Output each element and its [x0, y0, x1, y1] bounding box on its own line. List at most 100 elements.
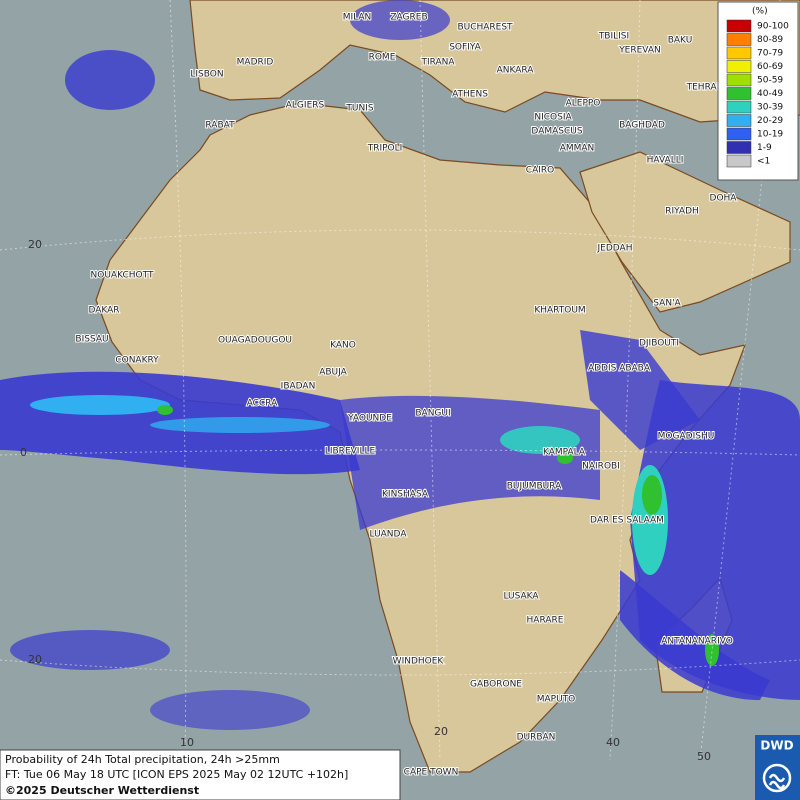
legend-label: <1: [757, 157, 770, 167]
lon-label: 10: [180, 736, 194, 749]
legend-swatch: [726, 60, 752, 73]
city-label: ABUJA: [319, 368, 347, 378]
city-label: BANGUI: [415, 409, 450, 419]
city-label: DAR ES SALAAM: [590, 516, 664, 526]
city-label: IBADAN: [281, 382, 316, 392]
city-label: BUJUMBURA: [507, 482, 562, 492]
city-label: BISSAU: [75, 335, 108, 345]
lat-label: 20: [28, 238, 42, 251]
lon-label: 40: [606, 736, 620, 749]
legend-label: 1-9: [757, 143, 772, 153]
city-label: WINDHOEK: [393, 657, 445, 667]
legend-label: 30-39: [757, 103, 783, 113]
city-label: TBILISI: [598, 32, 629, 42]
city-label: LUSAKA: [503, 592, 539, 602]
city-label: HAVALLI: [647, 156, 684, 166]
precip-area: [620, 570, 770, 700]
city-label: OUAGADOUGOU: [218, 336, 292, 346]
city-label: MADRID: [237, 58, 274, 68]
city-label: GABORONE: [470, 680, 522, 690]
legend-label: 40-49: [757, 89, 783, 99]
city-label: NICOSIA: [534, 113, 572, 123]
legend-label: 50-59: [757, 76, 783, 86]
city-label: CAPE TOWN: [404, 768, 459, 778]
lon-label: 50: [697, 750, 711, 763]
logo-wave: [768, 780, 786, 790]
legend-swatch: [726, 46, 752, 60]
logo-icon: [762, 763, 792, 793]
legend-swatch: [726, 19, 752, 33]
city-label: DAMASCUS: [531, 127, 582, 137]
precip-area: [157, 405, 173, 415]
legend-swatch: [726, 154, 752, 168]
city-labels: MILAN ZAGREB BUCHAREST TBILISI BAKU SOFIYA ROM…: [74, 12, 738, 779]
info-box: [0, 749, 401, 800]
lat-label: 0: [20, 446, 27, 459]
city-label: BAGHDAD: [619, 121, 665, 131]
city-label: CONAKRY: [115, 356, 159, 366]
logo-ring: [762, 763, 792, 793]
precip-area: [350, 0, 450, 40]
graticule-line: [0, 659, 800, 676]
europe-asia: [189, 0, 800, 123]
city-label: SOFIYA: [449, 43, 481, 53]
city-label: ADDIS ABABA: [588, 364, 651, 374]
info-copyright: ©2025 Deutscher Wetterdienst: [5, 784, 199, 797]
graticule-line: [0, 449, 800, 456]
city-label: KAMPALA: [543, 448, 586, 458]
precip-area: [150, 690, 310, 730]
city-label: AMMAN: [560, 144, 595, 154]
precip-area: [150, 417, 330, 433]
precip-area: [557, 452, 573, 464]
city-label: ZAGREB: [390, 13, 427, 23]
legend-swatch: [726, 100, 752, 114]
city-label: ALGIERS: [286, 101, 325, 111]
city-label: JEDDAH: [597, 244, 633, 254]
logo-text: DWD: [760, 739, 793, 753]
city-label: BUCHAREST: [457, 23, 513, 33]
legend-swatch: [726, 87, 752, 100]
legend-swatch: [726, 73, 752, 87]
legend-label: 20-29: [757, 116, 783, 126]
info-title: Probability of 24h Total precipitation, …: [5, 753, 280, 766]
city-label: DAKAR: [88, 306, 119, 316]
city-label: DJIBOUTI: [639, 339, 679, 349]
city-label: CAIRO: [526, 166, 554, 176]
city-label: ANTANANARIVO: [661, 637, 733, 647]
city-label: ANKARA: [497, 66, 535, 76]
precip-area: [30, 395, 170, 415]
graticule: [0, 0, 800, 761]
precip-area: [500, 426, 580, 454]
info-forecast: FT: Tue 06 May 18 UTC [ICON EPS 2025 May…: [5, 768, 348, 781]
graticule-line: [0, 229, 800, 251]
city-label: TIRANA: [420, 58, 455, 68]
arabia: [579, 151, 791, 313]
precipitation: [0, 0, 800, 730]
city-label: MOGADISHU: [658, 432, 715, 442]
legend-label: 10-19: [757, 130, 783, 140]
legend-label: 60-69: [757, 62, 783, 72]
graticule-line: [169, 0, 187, 761]
city-label: NAIROBI: [582, 462, 620, 472]
legend-unit: (%): [752, 7, 768, 17]
graticule-line: [419, 0, 441, 761]
precip-area: [705, 634, 719, 666]
city-label: NOUAKCHOTT: [91, 271, 154, 281]
city-label: ACCRA: [247, 399, 278, 409]
lat-label: 20: [28, 653, 42, 666]
legend-swatch: [726, 127, 752, 141]
city-label: MILAN: [343, 13, 372, 23]
precip-area: [10, 630, 170, 670]
city-label: MAPUTO: [537, 695, 576, 705]
legend: (%) 90-100 80-89 70-79 60-69 50-59 40-49 30-39…: [717, 1, 799, 181]
city-label: KINSHASA: [382, 490, 429, 500]
legend-swatch: [726, 114, 752, 127]
city-label: TEHRAN: [686, 83, 724, 93]
legend-label: 90-100: [757, 22, 789, 32]
logo-wave: [768, 773, 786, 783]
city-label: RIYADH: [665, 207, 699, 217]
city-label: KHARTOUM: [534, 306, 585, 316]
logo-box: [755, 735, 800, 800]
city-label: RABAT: [205, 121, 235, 131]
